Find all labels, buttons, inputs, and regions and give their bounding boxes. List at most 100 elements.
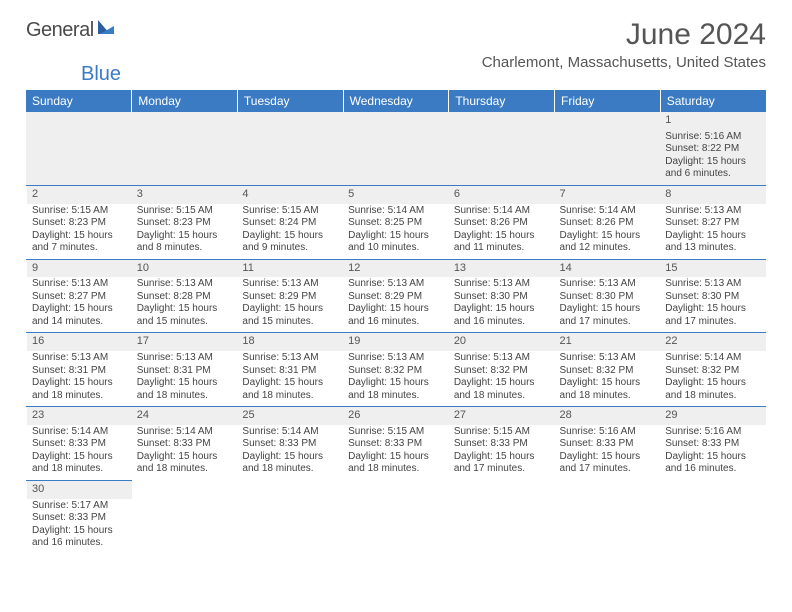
sunset-text: Sunset: 8:25 PM <box>348 217 444 230</box>
daylight-text: Daylight: 15 hours and 12 minutes. <box>560 230 656 255</box>
day-number: 9 <box>27 260 132 278</box>
calendar-day: 5Sunrise: 5:14 AMSunset: 8:25 PMDaylight… <box>343 185 449 259</box>
daylight-text: Daylight: 15 hours and 17 minutes. <box>665 303 761 328</box>
calendar-day: 8Sunrise: 5:13 AMSunset: 8:27 PMDaylight… <box>660 185 766 259</box>
sunrise-text: Sunrise: 5:15 AM <box>348 426 444 439</box>
calendar-day <box>555 112 661 185</box>
sunset-text: Sunset: 8:26 PM <box>560 217 656 230</box>
daylight-text: Daylight: 15 hours and 9 minutes. <box>242 230 338 255</box>
day-number: 17 <box>132 333 238 351</box>
calendar-header-row: SundayMondayTuesdayWednesdayThursdayFrid… <box>26 90 766 112</box>
calendar-week: 1Sunrise: 5:16 AMSunset: 8:22 PMDaylight… <box>26 112 766 185</box>
sunset-text: Sunset: 8:29 PM <box>348 291 444 304</box>
calendar-day: 15Sunrise: 5:13 AMSunset: 8:30 PMDayligh… <box>660 259 766 333</box>
sunrise-text: Sunrise: 5:13 AM <box>560 352 656 365</box>
sunrise-text: Sunrise: 5:13 AM <box>32 278 127 291</box>
day-number: 1 <box>660 112 766 130</box>
calendar-week: 16Sunrise: 5:13 AMSunset: 8:31 PMDayligh… <box>26 333 766 407</box>
sunset-text: Sunset: 8:33 PM <box>348 438 444 451</box>
calendar-week: 9Sunrise: 5:13 AMSunset: 8:27 PMDaylight… <box>26 259 766 333</box>
calendar-day <box>343 112 449 185</box>
calendar-day: 22Sunrise: 5:14 AMSunset: 8:32 PMDayligh… <box>660 333 766 407</box>
calendar-day <box>555 480 661 553</box>
calendar-day: 6Sunrise: 5:14 AMSunset: 8:26 PMDaylight… <box>449 185 555 259</box>
calendar-week: 30Sunrise: 5:17 AMSunset: 8:33 PMDayligh… <box>26 480 766 553</box>
day-number: 16 <box>27 333 132 351</box>
sunrise-text: Sunrise: 5:13 AM <box>454 352 550 365</box>
calendar-day: 9Sunrise: 5:13 AMSunset: 8:27 PMDaylight… <box>26 259 132 333</box>
month-title: June 2024 <box>482 18 766 52</box>
daylight-text: Daylight: 15 hours and 6 minutes. <box>665 156 761 181</box>
calendar-day: 13Sunrise: 5:13 AMSunset: 8:30 PMDayligh… <box>449 259 555 333</box>
sunset-text: Sunset: 8:32 PM <box>454 365 550 378</box>
day-number: 3 <box>132 186 238 204</box>
day-number: 20 <box>449 333 555 351</box>
day-number: 15 <box>660 260 766 278</box>
calendar-day: 3Sunrise: 5:15 AMSunset: 8:23 PMDaylight… <box>132 185 238 259</box>
day-number: 28 <box>555 407 661 425</box>
sunrise-text: Sunrise: 5:16 AM <box>665 131 761 144</box>
daylight-text: Daylight: 15 hours and 18 minutes. <box>348 377 444 402</box>
day-number: 27 <box>449 407 555 425</box>
brand-logo: General <box>26 18 116 42</box>
day-header: Wednesday <box>343 90 449 112</box>
sunset-text: Sunset: 8:24 PM <box>242 217 338 230</box>
calendar-body: 1Sunrise: 5:16 AMSunset: 8:22 PMDaylight… <box>26 112 766 554</box>
day-number: 19 <box>343 333 449 351</box>
sunrise-text: Sunrise: 5:15 AM <box>242 205 338 218</box>
daylight-text: Daylight: 15 hours and 16 minutes. <box>665 451 761 476</box>
calendar-day: 17Sunrise: 5:13 AMSunset: 8:31 PMDayligh… <box>132 333 238 407</box>
calendar-day: 14Sunrise: 5:13 AMSunset: 8:30 PMDayligh… <box>555 259 661 333</box>
sunrise-text: Sunrise: 5:14 AM <box>242 426 338 439</box>
daylight-text: Daylight: 15 hours and 14 minutes. <box>32 303 127 328</box>
sunrise-text: Sunrise: 5:13 AM <box>137 352 233 365</box>
daylight-text: Daylight: 15 hours and 18 minutes. <box>137 451 233 476</box>
sunrise-text: Sunrise: 5:13 AM <box>137 278 233 291</box>
calendar-day: 20Sunrise: 5:13 AMSunset: 8:32 PMDayligh… <box>449 333 555 407</box>
day-header: Tuesday <box>237 90 343 112</box>
daylight-text: Daylight: 15 hours and 18 minutes. <box>560 377 656 402</box>
sunrise-text: Sunrise: 5:13 AM <box>242 278 338 291</box>
daylight-text: Daylight: 15 hours and 18 minutes. <box>665 377 761 402</box>
sunrise-text: Sunrise: 5:14 AM <box>348 205 444 218</box>
calendar-day: 7Sunrise: 5:14 AMSunset: 8:26 PMDaylight… <box>555 185 661 259</box>
sunrise-text: Sunrise: 5:15 AM <box>137 205 233 218</box>
sunrise-text: Sunrise: 5:14 AM <box>560 205 656 218</box>
day-number: 7 <box>555 186 661 204</box>
calendar-day: 2Sunrise: 5:15 AMSunset: 8:23 PMDaylight… <box>26 185 132 259</box>
sunset-text: Sunset: 8:33 PM <box>665 438 761 451</box>
sunset-text: Sunset: 8:26 PM <box>454 217 550 230</box>
calendar-day: 4Sunrise: 5:15 AMSunset: 8:24 PMDaylight… <box>237 185 343 259</box>
sunrise-text: Sunrise: 5:13 AM <box>665 205 761 218</box>
calendar-day: 1Sunrise: 5:16 AMSunset: 8:22 PMDaylight… <box>660 112 766 185</box>
calendar-day <box>237 112 343 185</box>
day-header: Saturday <box>660 90 766 112</box>
sunrise-text: Sunrise: 5:14 AM <box>137 426 233 439</box>
sunrise-text: Sunrise: 5:14 AM <box>32 426 127 439</box>
daylight-text: Daylight: 15 hours and 17 minutes. <box>454 451 550 476</box>
day-header: Sunday <box>26 90 132 112</box>
sunset-text: Sunset: 8:31 PM <box>137 365 233 378</box>
day-number: 13 <box>449 260 555 278</box>
sunrise-text: Sunrise: 5:13 AM <box>560 278 656 291</box>
day-number: 23 <box>27 407 132 425</box>
sunset-text: Sunset: 8:30 PM <box>560 291 656 304</box>
logo-text-2: Blue <box>81 63 792 86</box>
sunset-text: Sunset: 8:33 PM <box>454 438 550 451</box>
sunset-text: Sunset: 8:32 PM <box>665 365 761 378</box>
daylight-text: Daylight: 15 hours and 18 minutes. <box>32 451 127 476</box>
calendar-day: 16Sunrise: 5:13 AMSunset: 8:31 PMDayligh… <box>26 333 132 407</box>
sunset-text: Sunset: 8:23 PM <box>32 217 127 230</box>
calendar-day <box>237 480 343 553</box>
calendar-day: 30Sunrise: 5:17 AMSunset: 8:33 PMDayligh… <box>26 480 132 553</box>
sunset-text: Sunset: 8:27 PM <box>665 217 761 230</box>
sunset-text: Sunset: 8:33 PM <box>560 438 656 451</box>
calendar-week: 2Sunrise: 5:15 AMSunset: 8:23 PMDaylight… <box>26 185 766 259</box>
calendar-day <box>660 480 766 553</box>
calendar-day: 10Sunrise: 5:13 AMSunset: 8:28 PMDayligh… <box>132 259 238 333</box>
day-number: 21 <box>555 333 661 351</box>
calendar-day <box>132 480 238 553</box>
calendar-day <box>132 112 238 185</box>
calendar-day: 19Sunrise: 5:13 AMSunset: 8:32 PMDayligh… <box>343 333 449 407</box>
sunset-text: Sunset: 8:30 PM <box>665 291 761 304</box>
